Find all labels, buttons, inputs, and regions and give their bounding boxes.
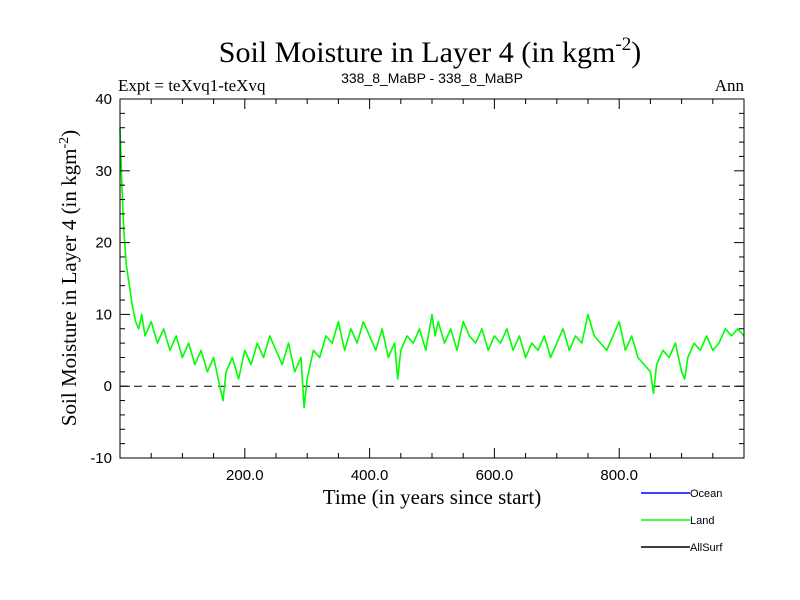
x-axis-label: Time (in years since start) — [323, 485, 542, 509]
subtitle-right: Ann — [715, 76, 745, 95]
axis-ticks: 200.0 400.0 600.0 800.0 -10 0 10 20 30 40 — [90, 91, 744, 484]
legend-label-allsurf: AllSurf — [690, 542, 723, 554]
subtitle-left: Expt = teXvq1-teXvq — [118, 76, 266, 95]
legend-label-land: Land — [690, 515, 714, 527]
y-tick-label: 20 — [95, 235, 112, 252]
x-tick-label: 600.0 — [476, 467, 514, 484]
x-tick-label: 200.0 — [226, 467, 264, 484]
y-tick-label: 30 — [95, 163, 112, 180]
legend: Ocean Land AllSurf — [641, 488, 723, 554]
series-line-land — [119, 127, 745, 409]
y-tick-label: 10 — [95, 306, 112, 323]
y-tick-label: 0 — [104, 378, 112, 395]
chart-title: Soil Moisture in Layer 4 (in kgm-2) — [219, 34, 641, 69]
y-tick-label: 40 — [95, 91, 112, 108]
plot-content — [119, 127, 745, 409]
y-axis-label: Soil Moisture in Layer 4 (in kgm-2) — [57, 130, 81, 426]
x-tick-label: 800.0 — [600, 467, 638, 484]
plot-frame — [119, 98, 745, 459]
x-tick-label: 400.0 — [351, 467, 389, 484]
subtitle-center: 338_8_MaBP - 338_8_MaBP — [341, 70, 523, 86]
legend-label-ocean: Ocean — [690, 488, 722, 500]
y-tick-label: -10 — [90, 450, 112, 467]
